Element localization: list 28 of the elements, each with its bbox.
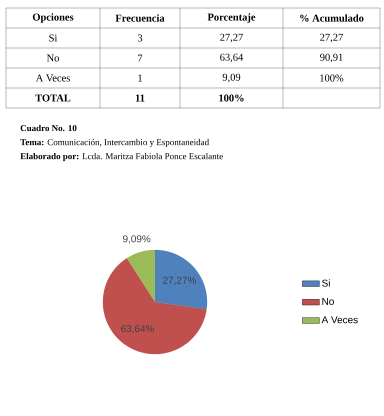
text: A Veces	[36, 74, 70, 82]
text: 3	[138, 34, 142, 42]
data-label: 63,64%	[121, 325, 154, 334]
data-label: 27,27%	[163, 276, 196, 285]
text: 100%	[219, 94, 244, 102]
text: Si	[49, 34, 58, 42]
text: Tema: Comunicación, Intercambio y Espontaneidad	[20, 138, 210, 148]
text: 90,91	[320, 54, 343, 62]
legend-label: Si	[322, 279, 330, 287]
text: 11	[136, 94, 144, 102]
text: 9,09	[222, 74, 240, 82]
text: 27,27	[320, 34, 343, 42]
legend-label: A Veces	[322, 316, 358, 324]
legend-label: No	[322, 298, 334, 305]
text: No	[46, 54, 59, 62]
text: Cuadro No. 10	[20, 124, 76, 132]
text: 100%	[320, 74, 344, 82]
text: Opciones	[32, 13, 74, 23]
text: 1	[138, 74, 142, 82]
text: % Acumulado	[300, 14, 364, 22]
text: Porcentaje	[208, 13, 256, 23]
data-label: 9,09%	[122, 235, 150, 244]
text: Frecuencia	[116, 14, 164, 22]
text: 7	[138, 54, 142, 62]
text: 27,27	[220, 34, 243, 42]
text: 63,64	[220, 54, 244, 62]
text: Elaborado por: Lcda. Maritza Fabiola Ponce Escalante	[20, 152, 223, 162]
text: TOTAL	[35, 94, 70, 102]
